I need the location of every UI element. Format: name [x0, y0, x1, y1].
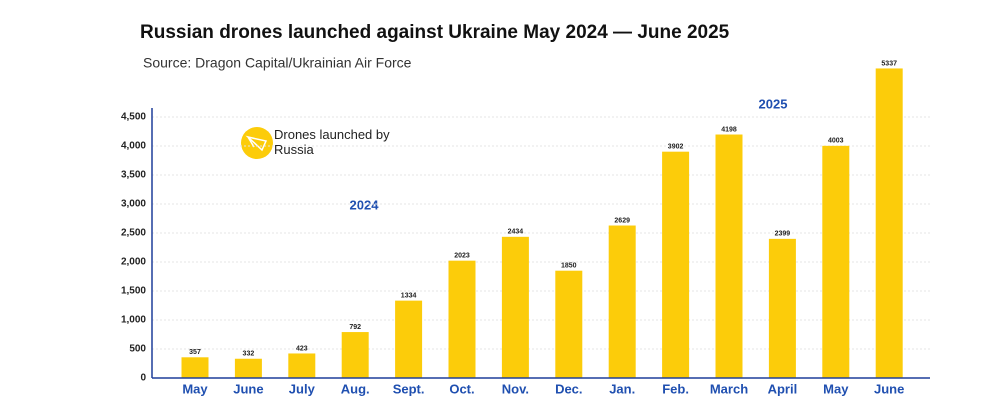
- x-tick-label: Feb.: [662, 381, 689, 396]
- y-tick-label: 4,500: [121, 112, 146, 123]
- year-label: 2024: [350, 197, 380, 212]
- year-label: 2025: [759, 96, 788, 111]
- x-tick-label: Aug.: [341, 381, 370, 396]
- value-label: 332: [243, 351, 255, 358]
- value-label: 2399: [775, 231, 791, 238]
- bar: [715, 134, 743, 378]
- y-tick-label: 500: [129, 344, 146, 355]
- x-tick-label: April: [768, 381, 798, 396]
- bar: [181, 357, 209, 378]
- value-label: 792: [349, 324, 361, 331]
- x-tick-label: March: [710, 381, 748, 396]
- value-label: 4198: [721, 126, 737, 133]
- bar: [555, 270, 583, 378]
- bar: [395, 300, 423, 378]
- x-tick-label: Nov.: [502, 381, 529, 396]
- y-tick-label: 2,000: [121, 257, 146, 268]
- x-tick-label: May: [823, 381, 849, 396]
- value-label: 2023: [454, 253, 470, 260]
- value-label: 357: [189, 349, 201, 356]
- chart-subtitle: Source: Dragon Capital/Ukrainian Air For…: [143, 55, 412, 71]
- x-tick-label: May: [182, 381, 208, 396]
- legend-icon: [241, 127, 273, 159]
- y-tick-label: 2,500: [121, 228, 146, 239]
- value-label: 4003: [828, 138, 844, 145]
- value-label: 5337: [881, 60, 897, 67]
- bar: [288, 353, 316, 378]
- bar: [768, 238, 796, 378]
- value-label: 2434: [508, 229, 524, 236]
- value-label: 423: [296, 345, 308, 352]
- bar: [608, 225, 636, 378]
- y-tick-label: 3,000: [121, 199, 146, 210]
- bar: [234, 358, 262, 378]
- bar: [822, 145, 850, 378]
- y-tick-label: 3,500: [121, 170, 146, 181]
- value-label: 2629: [614, 217, 630, 224]
- value-label: 1850: [561, 263, 577, 270]
- x-tick-label: Dec.: [555, 381, 582, 396]
- x-tick-label: Oct.: [449, 381, 474, 396]
- x-tick-label: June: [874, 381, 904, 396]
- x-tick-label: Sept.: [393, 381, 425, 396]
- y-tick-label: 1,000: [121, 315, 146, 326]
- legend-label: Drones launched by Russia: [274, 127, 390, 157]
- value-label: 3902: [668, 144, 684, 151]
- bar: [875, 68, 903, 378]
- bar: [341, 332, 369, 378]
- x-tick-label: July: [289, 381, 316, 396]
- y-tick-label: 4,000: [121, 141, 146, 152]
- y-tick-label: 1,500: [121, 286, 146, 297]
- bar: [662, 151, 690, 378]
- x-tick-label: Jan.: [609, 381, 635, 396]
- x-tick-label: June: [233, 381, 263, 396]
- value-label: 1334: [401, 292, 417, 299]
- chart-title: Russian drones launched against Ukraine …: [140, 22, 730, 43]
- bar: [448, 260, 476, 378]
- bar: [501, 236, 529, 378]
- y-tick-label: 0: [140, 373, 146, 384]
